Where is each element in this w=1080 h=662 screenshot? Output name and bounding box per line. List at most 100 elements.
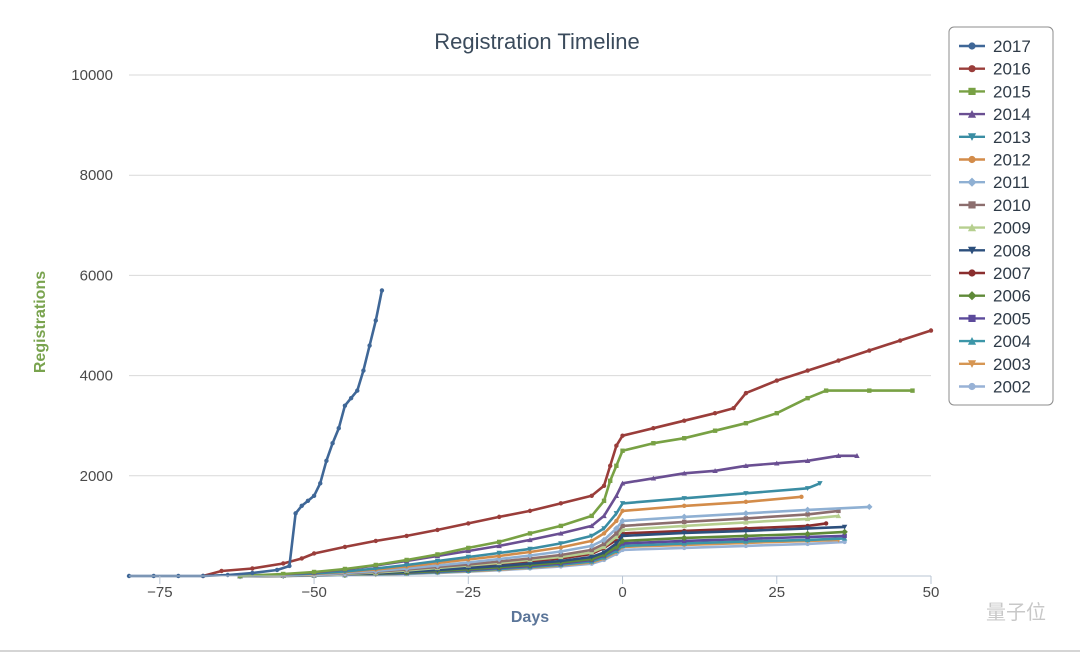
data-point	[620, 523, 625, 529]
data-point	[287, 563, 292, 569]
data-point	[805, 368, 810, 373]
legend-item-2004[interactable]: 2004	[959, 332, 1031, 351]
data-point	[835, 453, 842, 458]
data-point	[361, 368, 366, 373]
data-point	[465, 548, 472, 554]
data-point	[613, 493, 620, 499]
data-point	[466, 545, 471, 551]
legend-label: 2012	[993, 151, 1031, 170]
legend-box	[948, 26, 1054, 406]
data-point	[620, 433, 625, 438]
data-point	[743, 543, 749, 549]
data-point	[681, 470, 687, 476]
y-tick-label: 8000	[80, 167, 113, 184]
data-point	[435, 527, 440, 533]
x-tick-label: −75	[147, 584, 172, 601]
data-point	[651, 441, 656, 446]
data-point	[620, 508, 625, 514]
data-point	[589, 513, 594, 519]
legend-label: 2009	[993, 219, 1031, 238]
data-point	[589, 538, 594, 544]
data-point	[613, 525, 620, 532]
data-point	[835, 513, 842, 519]
data-point	[435, 552, 440, 557]
data-point	[743, 538, 749, 544]
legend-item-2016[interactable]: 2016	[959, 60, 1031, 79]
data-point	[817, 481, 823, 487]
data-point	[805, 512, 810, 517]
data-point	[299, 503, 304, 509]
data-point	[601, 550, 607, 556]
data-point	[558, 530, 564, 536]
legend-item-2008[interactable]: 2008	[959, 241, 1031, 260]
series-2017[interactable]	[126, 288, 385, 579]
data-point	[601, 544, 607, 550]
legend-item-2005[interactable]: 2005	[959, 309, 1031, 328]
data-point	[743, 463, 749, 468]
data-point	[619, 517, 626, 525]
data-point	[601, 498, 607, 504]
data-point	[558, 558, 564, 564]
legend-swatch-marker	[968, 155, 976, 164]
legend-item-2013[interactable]: 2013	[959, 128, 1031, 147]
legend-item-2007[interactable]: 2007	[959, 264, 1031, 283]
data-point	[619, 527, 626, 533]
data-point	[601, 483, 607, 489]
data-point	[336, 426, 341, 431]
legend-item-2012[interactable]: 2012	[959, 151, 1031, 170]
data-point	[614, 463, 619, 468]
data-point	[743, 519, 749, 525]
data-point	[311, 551, 317, 556]
data-point	[731, 405, 736, 411]
data-point	[558, 501, 564, 506]
data-point	[681, 496, 687, 502]
legend-item-2003[interactable]: 2003	[959, 355, 1031, 374]
data-point	[526, 552, 534, 559]
data-point	[774, 410, 779, 416]
data-point	[799, 494, 804, 500]
legend-label: 2007	[993, 264, 1031, 283]
legend-item-2011[interactable]: 2011	[959, 173, 1030, 192]
data-point	[804, 526, 811, 532]
data-point	[743, 420, 749, 426]
legend-swatch-marker	[967, 133, 977, 141]
data-point	[854, 453, 860, 458]
chart-title: Registration Timeline	[434, 29, 639, 54]
data-point	[601, 541, 607, 547]
data-point	[496, 539, 502, 545]
legend-item-2009[interactable]: 2009	[959, 219, 1031, 238]
legend-label: 2016	[993, 60, 1031, 79]
legend[interactable]: 2017 2016 2015 2014 2013 2012 2011 2010 2009 2008…	[948, 26, 1054, 406]
legend-item-2006[interactable]: 2006	[959, 287, 1031, 306]
data-point	[311, 569, 317, 575]
legend-label: 2013	[993, 128, 1031, 147]
legend-item-2002[interactable]: 2002	[959, 378, 1031, 397]
data-point	[588, 542, 595, 550]
series-2016[interactable]	[200, 328, 934, 579]
x-tick-label: 0	[618, 584, 626, 601]
legend-item-2014[interactable]: 2014	[959, 105, 1031, 124]
data-point	[867, 348, 872, 353]
data-point	[588, 523, 595, 529]
data-point	[619, 480, 626, 486]
data-point	[404, 533, 409, 539]
data-point	[613, 534, 620, 540]
legend-item-2015[interactable]: 2015	[959, 82, 1031, 101]
data-point	[466, 521, 471, 526]
data-point	[867, 388, 872, 393]
x-tick-label: 25	[768, 584, 785, 601]
legend-item-2010[interactable]: 2010	[959, 196, 1031, 215]
data-point	[250, 566, 255, 571]
legend-label: 2017	[993, 37, 1031, 56]
data-point	[495, 555, 503, 563]
data-point	[682, 545, 687, 551]
legend-swatch-marker	[967, 177, 977, 187]
data-point	[836, 358, 841, 363]
data-point	[836, 508, 841, 514]
legend-label: 2014	[993, 105, 1031, 124]
legend-label: 2015	[993, 82, 1031, 101]
legend-item-2017[interactable]: 2017	[959, 37, 1031, 56]
legend-label: 2002	[993, 378, 1031, 397]
series-2015[interactable]	[237, 388, 915, 579]
data-point	[373, 562, 378, 568]
